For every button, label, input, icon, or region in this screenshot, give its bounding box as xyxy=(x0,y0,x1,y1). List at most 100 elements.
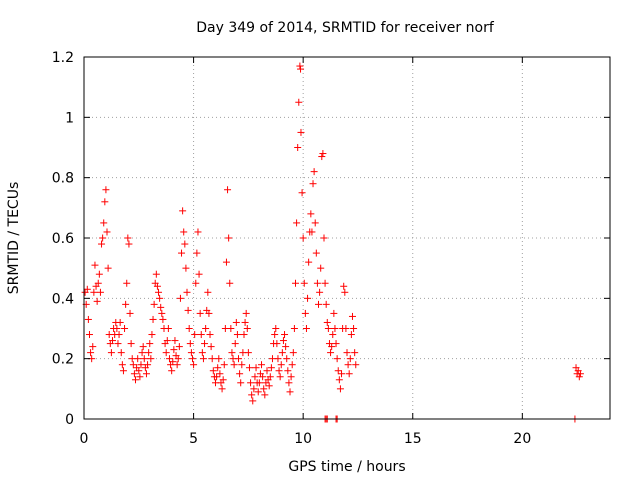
data-point xyxy=(315,300,323,308)
data-point xyxy=(255,379,263,387)
data-point xyxy=(243,325,251,332)
data-point xyxy=(321,279,329,287)
data-point xyxy=(152,270,160,278)
data-point xyxy=(242,309,250,317)
data-point xyxy=(237,379,245,387)
data-point xyxy=(173,361,181,369)
data-point xyxy=(132,376,140,384)
data-point xyxy=(137,361,145,369)
data-point xyxy=(249,397,257,405)
data-point xyxy=(170,346,178,354)
data-point xyxy=(343,349,351,357)
data-point xyxy=(305,258,313,266)
data-point xyxy=(101,198,109,206)
data-point xyxy=(153,282,161,290)
data-point xyxy=(127,340,135,348)
data-point xyxy=(298,189,306,197)
data-point xyxy=(263,367,271,375)
data-point xyxy=(345,370,353,378)
data-point xyxy=(250,385,258,393)
data-point xyxy=(342,325,350,332)
data-point xyxy=(333,355,341,363)
data-point xyxy=(209,367,217,375)
y-tick-label: 0.2 xyxy=(52,352,74,368)
data-point xyxy=(175,343,183,351)
data-point xyxy=(91,261,99,269)
data-point xyxy=(220,361,228,369)
data-point xyxy=(322,300,330,308)
tick-labels: 0 0.2 0.4 0.6 0.8 1 1.2 0 5 10 15 20 xyxy=(52,50,532,447)
data-point xyxy=(155,288,163,296)
data-point xyxy=(318,153,326,161)
x-tick-label: 15 xyxy=(404,431,422,447)
data-point xyxy=(115,331,123,339)
data-point xyxy=(338,370,346,378)
data-point xyxy=(108,337,116,345)
data-point xyxy=(317,264,325,272)
data-point xyxy=(214,364,222,372)
data-point xyxy=(148,331,156,339)
data-point xyxy=(99,234,107,242)
data-point xyxy=(275,367,283,375)
data-point xyxy=(226,279,234,287)
data-point xyxy=(276,373,284,381)
data-point xyxy=(158,309,166,317)
y-axis-title: SRMTID / TECUs xyxy=(6,182,22,295)
data-point xyxy=(96,288,104,296)
data-point xyxy=(327,349,335,357)
data-point xyxy=(265,382,273,390)
data-point xyxy=(295,98,303,106)
data-point xyxy=(204,288,212,296)
data-point xyxy=(294,144,302,151)
data-point xyxy=(258,361,266,369)
data-point xyxy=(125,240,133,248)
data-point xyxy=(118,361,126,369)
data-point xyxy=(313,279,321,287)
data-point xyxy=(222,258,230,266)
data-point xyxy=(238,361,246,369)
data-point xyxy=(245,364,253,372)
data-point xyxy=(93,297,101,305)
data-point xyxy=(126,309,134,317)
data-point xyxy=(198,349,206,357)
data-point xyxy=(300,279,308,287)
data-point xyxy=(150,300,158,308)
data-point xyxy=(90,288,98,296)
data-point xyxy=(146,340,154,348)
data-point xyxy=(576,370,584,378)
x-tick-label: 20 xyxy=(513,431,531,447)
data-point xyxy=(129,361,137,369)
data-point xyxy=(124,234,132,242)
data-point xyxy=(252,364,260,372)
data-point xyxy=(218,385,226,393)
data-point xyxy=(123,279,131,287)
data-point xyxy=(206,331,214,339)
x-tick-label: 5 xyxy=(189,431,198,447)
data-point xyxy=(297,128,305,136)
data-point xyxy=(231,340,239,348)
data-point xyxy=(316,288,324,296)
data-point xyxy=(248,391,256,399)
data-point xyxy=(352,361,360,369)
data-point xyxy=(232,318,240,326)
data-point xyxy=(207,343,215,351)
data-point xyxy=(191,331,199,339)
data-point xyxy=(289,349,297,357)
data-point xyxy=(163,337,171,345)
data-point xyxy=(328,343,336,351)
data-point xyxy=(181,240,189,248)
data-point xyxy=(216,370,224,378)
data-point xyxy=(225,234,233,242)
data-point xyxy=(251,373,259,381)
data-point xyxy=(169,358,177,366)
data-point xyxy=(288,361,296,369)
data-point xyxy=(196,309,204,317)
data-point xyxy=(267,364,275,372)
data-point xyxy=(283,355,291,363)
y-tick-label: 0.6 xyxy=(52,231,74,247)
data-point xyxy=(104,264,112,272)
data-point xyxy=(307,210,315,218)
data-point xyxy=(247,379,255,387)
data-point xyxy=(346,355,354,363)
data-point xyxy=(178,249,186,257)
